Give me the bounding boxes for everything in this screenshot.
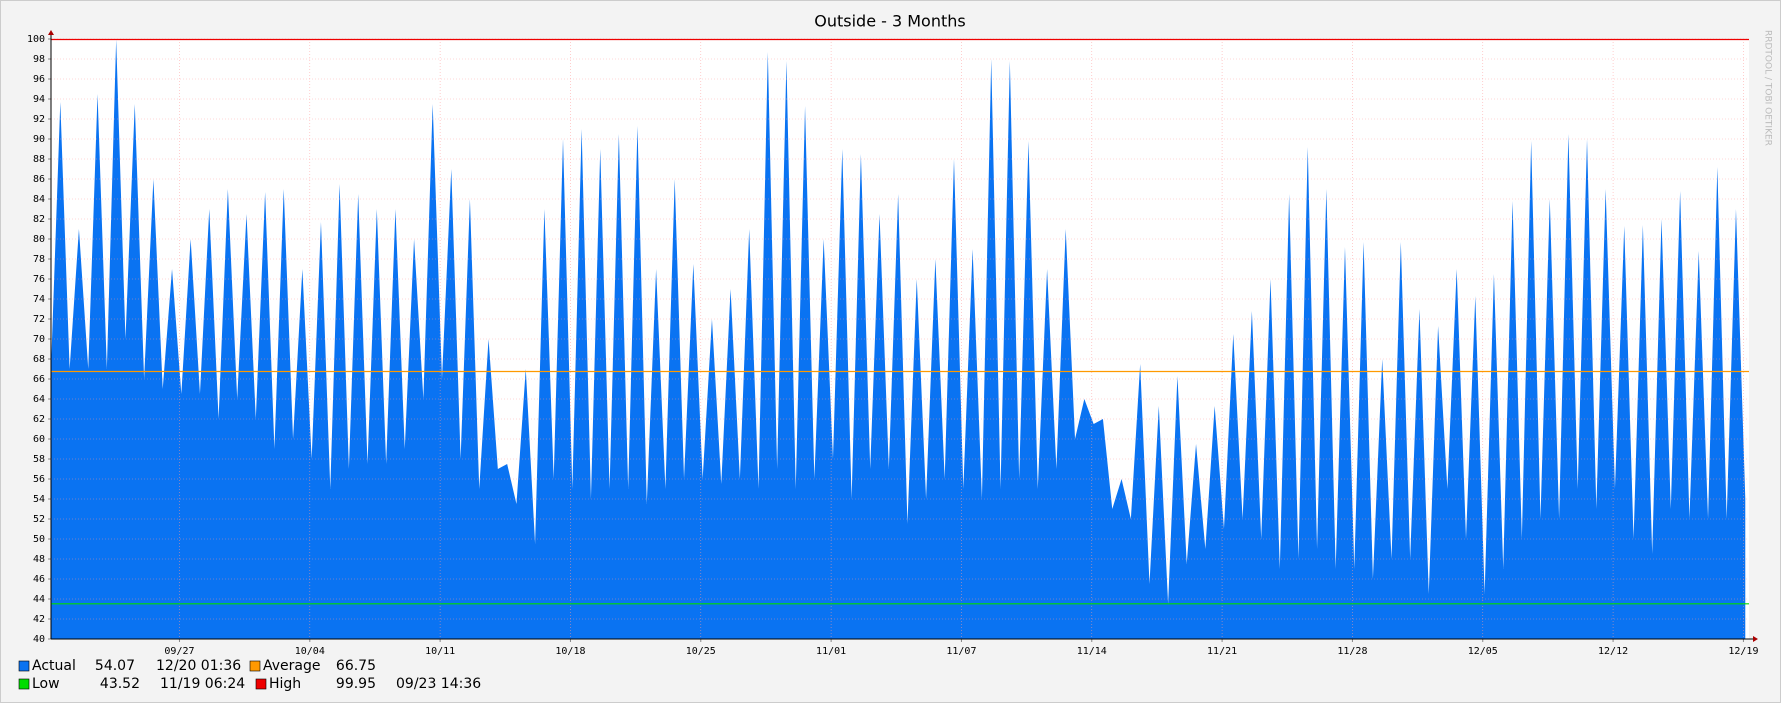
y-tick-label: 86 xyxy=(33,174,45,185)
y-tick-label: 66 xyxy=(33,374,45,385)
watermark: RRDTOOL / TOBI OETIKER xyxy=(1763,30,1773,146)
x-tick-label: 09/27 xyxy=(164,646,194,657)
y-tick-label: 82 xyxy=(33,214,45,225)
y-tick-label: 92 xyxy=(33,114,45,125)
legend-swatch xyxy=(18,660,30,672)
y-tick-label: 98 xyxy=(33,54,45,65)
legend-value: 54.07 xyxy=(95,658,135,674)
y-tick-label: 62 xyxy=(33,414,45,425)
y-tick-label: 58 xyxy=(33,454,45,465)
y-tick-label: 100 xyxy=(27,34,45,45)
x-tick-label: 12/19 xyxy=(1728,646,1758,657)
x-tick-label: 12/05 xyxy=(1468,646,1498,657)
y-tick-label: 52 xyxy=(33,514,45,525)
legend-value: 99.95 xyxy=(336,676,376,692)
x-tick-label: 11/21 xyxy=(1207,646,1237,657)
y-tick-label: 80 xyxy=(33,234,45,245)
x-tick-label: 11/14 xyxy=(1077,646,1107,657)
x-tick-label: 12/12 xyxy=(1598,646,1628,657)
legend-label: Actual xyxy=(32,658,76,674)
legend-swatch xyxy=(18,678,30,690)
x-tick-label: 10/25 xyxy=(686,646,716,657)
y-tick-label: 76 xyxy=(33,274,45,285)
legend-time: 09/23 14:36 xyxy=(396,676,481,692)
arrow xyxy=(1753,636,1758,642)
y-tick-label: 40 xyxy=(33,634,45,645)
y-tick-label: 64 xyxy=(33,394,45,405)
y-tick-label: 44 xyxy=(33,594,45,605)
y-tick-label: 50 xyxy=(33,534,45,545)
y-tick-label: 70 xyxy=(33,334,45,345)
y-tick-label: 90 xyxy=(33,134,45,145)
legend-label: Low xyxy=(32,676,60,692)
y-tick-label: 60 xyxy=(33,434,45,445)
y-tick-label: 84 xyxy=(33,194,45,205)
chart-title: Outside - 3 Months xyxy=(814,12,965,31)
legend-swatch xyxy=(255,678,267,690)
x-tick-label: 10/04 xyxy=(295,646,325,657)
legend-label: High xyxy=(269,676,301,692)
x-tick-label: 11/28 xyxy=(1337,646,1367,657)
legend-time: 12/20 01:36 xyxy=(156,658,241,674)
y-tick-label: 96 xyxy=(33,74,45,85)
x-tick-label: 11/07 xyxy=(946,646,976,657)
y-tick-label: 56 xyxy=(33,474,45,485)
legend-label: Average xyxy=(263,658,321,674)
legend-swatch xyxy=(249,660,261,672)
y-tick-label: 42 xyxy=(33,614,45,625)
arrow xyxy=(48,30,54,35)
legend-time: 11/19 06:24 xyxy=(160,676,245,692)
y-tick-label: 88 xyxy=(33,154,45,165)
y-tick-label: 46 xyxy=(33,574,45,585)
area xyxy=(51,39,1746,639)
y-tick-label: 78 xyxy=(33,254,45,265)
y-tick-label: 68 xyxy=(33,354,45,365)
y-tick-label: 48 xyxy=(33,554,45,565)
y-tick-label: 72 xyxy=(33,314,45,325)
y-tick-label: 74 xyxy=(33,294,45,305)
y-tick-label: 94 xyxy=(33,94,45,105)
legend-value: 43.52 xyxy=(100,676,140,692)
x-tick-label: 11/01 xyxy=(816,646,846,657)
y-tick-label: 54 xyxy=(33,494,45,505)
legend-value: 66.75 xyxy=(336,658,376,674)
x-tick-label: 10/11 xyxy=(425,646,455,657)
x-tick-label: 10/18 xyxy=(555,646,585,657)
